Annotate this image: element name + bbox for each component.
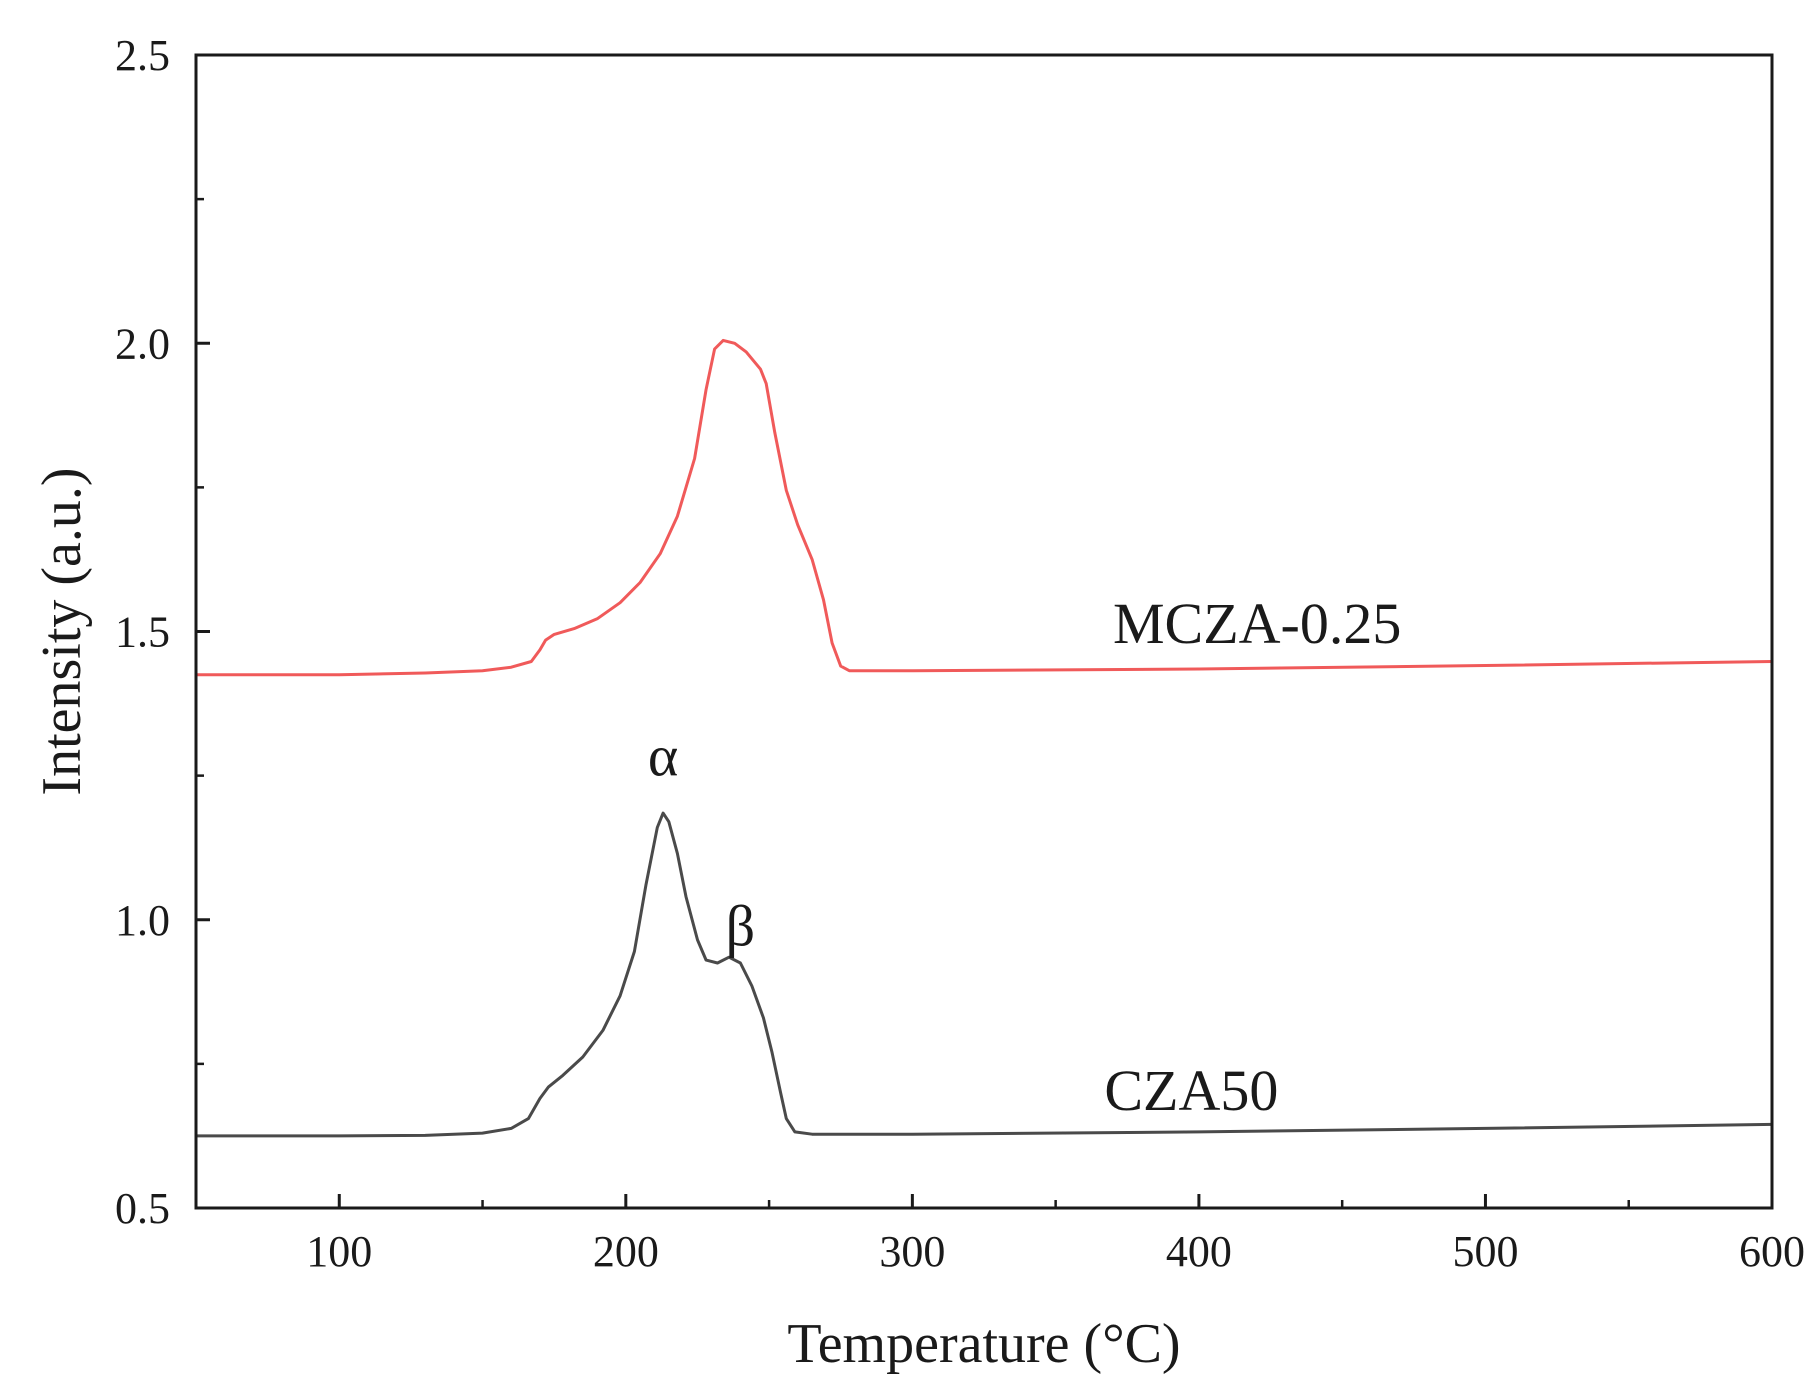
plot-frame bbox=[194, 53, 1774, 1210]
series-label-cza50: CZA50 bbox=[1104, 1058, 1278, 1123]
y-tick-label: 1.5 bbox=[115, 608, 170, 657]
x-tick-label: 300 bbox=[879, 1227, 945, 1276]
y-tick-label: 2.0 bbox=[115, 319, 170, 368]
series-label-mcza-0-25: MCZA-0.25 bbox=[1113, 591, 1401, 656]
y-tick-label: 2.5 bbox=[115, 31, 170, 80]
x-axis-title: Temperature (°C) bbox=[787, 1313, 1180, 1375]
peak-annotation-beta: β bbox=[726, 894, 756, 959]
series-line-cza50 bbox=[196, 811, 1773, 1138]
x-tick-label: 100 bbox=[306, 1227, 372, 1276]
y-tick-label: 0.5 bbox=[115, 1184, 170, 1233]
x-tick-label: 500 bbox=[1452, 1227, 1518, 1276]
y-axis-title: Intensity (a.u.) bbox=[31, 467, 93, 795]
x-tick-label: 400 bbox=[1166, 1227, 1232, 1276]
series-line-mcza-0-25 bbox=[196, 338, 1773, 677]
y-tick-label: 1.0 bbox=[115, 896, 170, 945]
x-tick-label: 600 bbox=[1739, 1227, 1805, 1276]
x-tick-label: 200 bbox=[593, 1227, 659, 1276]
peak-annotation-alpha: α bbox=[648, 724, 678, 789]
